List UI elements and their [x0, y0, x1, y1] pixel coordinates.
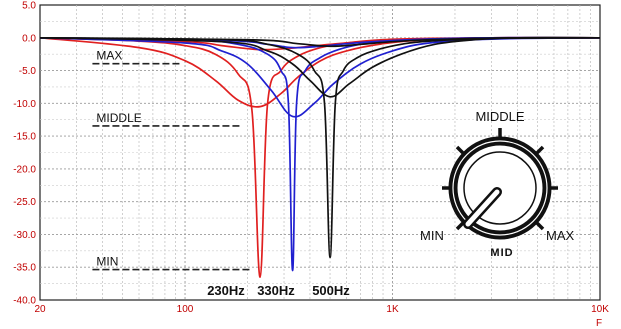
y-tick-label: 0.0	[22, 33, 36, 44]
annotation-label: MIDDLE	[96, 111, 141, 125]
annotation-label: MAX	[96, 49, 122, 63]
series-line-7	[39, 36, 601, 259]
series-line-8	[39, 36, 601, 98]
x-tick-label: 10K	[591, 304, 609, 315]
mid-knob: MIDDLE MIN MAX MID	[420, 109, 575, 259]
frequency-label: 500Hz	[312, 283, 350, 298]
frequency-label: 230Hz	[207, 283, 245, 298]
y-tick-label: -10.0	[13, 99, 36, 110]
y-axis-ticks: 5.0 0.0 -5.0 -10.0 -15.0 -20.0 -25.0 -30.0 -35.0…	[13, 1, 36, 307]
x-axis-label: F	[596, 318, 602, 329]
frequency-label: 330Hz	[257, 283, 295, 298]
y-tick-label: -5.0	[19, 66, 37, 77]
grid	[40, 5, 600, 300]
knob-ring-highlight	[452, 140, 548, 236]
y-tick-label: -25.0	[13, 197, 36, 208]
y-tick-label: -20.0	[13, 164, 36, 175]
x-tick-label: 1K	[386, 304, 399, 315]
x-axis-ticks: 20 100 1K 10K	[34, 304, 609, 315]
x-tick-label: 20	[34, 304, 46, 315]
y-tick-label: -30.0	[13, 230, 36, 241]
y-tick-label: -35.0	[13, 263, 36, 274]
series-line-5	[39, 36, 601, 118]
knob-right-label: MAX	[546, 228, 575, 243]
annotations: MAX MIDDLE MIN 230Hz 330Hz 500Hz	[92, 49, 350, 298]
knob-pointer-highlight	[465, 189, 500, 227]
series-line-9	[39, 36, 601, 48]
y-tick-label: -40.0	[13, 296, 36, 307]
series	[39, 36, 601, 278]
y-tick-label: 5.0	[22, 1, 36, 12]
knob-title: MID	[490, 247, 513, 259]
knob-left-label: MIN	[420, 228, 444, 243]
y-tick-label: -15.0	[13, 132, 36, 143]
knob-top-label: MIDDLE	[475, 109, 524, 124]
x-tick-label: 100	[177, 304, 194, 315]
annotation-label: MIN	[96, 255, 118, 269]
